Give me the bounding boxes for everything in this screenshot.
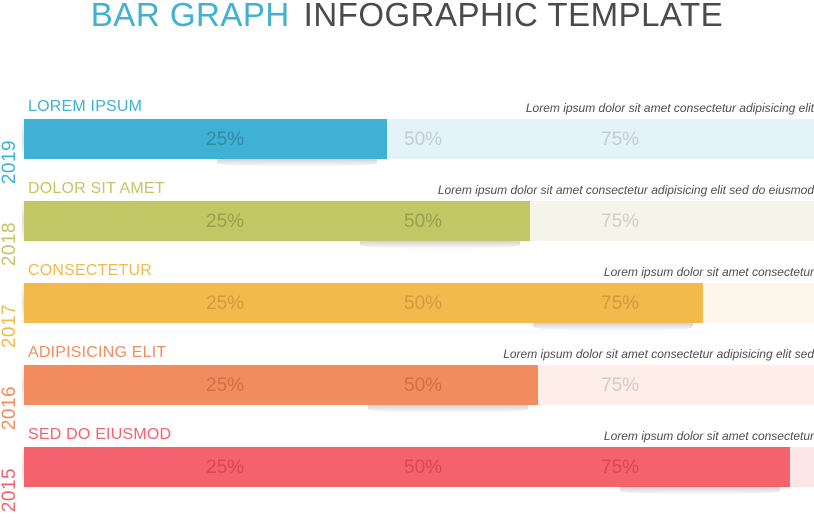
bar-title: SED DO EIUSMOD <box>28 426 172 443</box>
bar-fill <box>24 365 538 413</box>
bar-description: Lorem ipsum dolor sit amet consectetur a… <box>525 101 814 115</box>
bar-fill <box>24 119 387 167</box>
bar-title: LOREM IPSUM <box>28 98 143 115</box>
bar-description: Lorem ipsum dolor sit amet consectetur a… <box>503 347 814 361</box>
bar-track: 25% 50% 75% <box>24 283 814 331</box>
tick-25: 25% <box>206 457 245 478</box>
bar-description: Lorem ipsum dolor sit amet consectetur a… <box>437 183 814 197</box>
bar-title: ADIPISICING ELIT <box>28 344 167 361</box>
tick-75: 75% <box>601 129 640 150</box>
title-part-bar-graph: BAR GRAPH <box>90 0 290 33</box>
bar-edge-shadow <box>22 115 24 163</box>
bar-row: 2015 SED DO EIUSMOD Lorem ipsum dolor si… <box>0 425 814 512</box>
bar-title: DOLOR SIT AMET <box>28 180 165 197</box>
bar-fill <box>24 201 530 249</box>
chart-title: BAR GRAPH INFOGRAPHIC TEMPLATE <box>0 0 814 34</box>
tick-25: 25% <box>206 129 245 150</box>
bar-track: 25% 50% 75% <box>24 201 814 249</box>
bar-edge-shadow <box>22 443 24 491</box>
bar-row: 2016 ADIPISICING ELIT Lorem ipsum dolor … <box>0 343 814 430</box>
bar-track: 25% 50% 75% <box>24 365 814 413</box>
bar-edge-shadow <box>22 197 24 245</box>
tick-75: 75% <box>601 457 640 478</box>
bar-edge-shadow <box>22 361 24 409</box>
bar-fill <box>24 283 703 331</box>
bar-track: 25% 50% 75% <box>24 447 814 495</box>
tick-25: 25% <box>206 293 245 314</box>
tick-75: 75% <box>601 293 640 314</box>
bar-row: 2019 LOREM IPSUM Lorem ipsum dolor sit a… <box>0 97 814 184</box>
tick-50: 50% <box>404 293 443 314</box>
tick-75: 75% <box>601 211 640 232</box>
bar-description: Lorem ipsum dolor sit amet consectetur <box>603 265 814 279</box>
title-part-infographic: INFOGRAPHIC TEMPLATE <box>303 0 724 33</box>
tick-25: 25% <box>206 211 245 232</box>
bar-description: Lorem ipsum dolor sit amet consectetur <box>603 429 814 443</box>
tick-50: 50% <box>404 211 443 232</box>
tick-75: 75% <box>601 375 640 396</box>
tick-50: 50% <box>404 457 443 478</box>
tick-25: 25% <box>206 375 245 396</box>
tick-50: 50% <box>404 129 443 150</box>
tick-50: 50% <box>404 375 443 396</box>
year-label: 2015 <box>0 467 20 513</box>
bar-fill <box>24 447 790 495</box>
bar-title: CONSECTETUR <box>28 262 152 279</box>
bar-row: 2017 CONSECTETUR Lorem ipsum dolor sit a… <box>0 261 814 348</box>
bar-row: 2018 DOLOR SIT AMET Lorem ipsum dolor si… <box>0 179 814 266</box>
bar-track: 25% 50% 75% <box>24 119 814 167</box>
bar-edge-shadow <box>22 279 24 327</box>
